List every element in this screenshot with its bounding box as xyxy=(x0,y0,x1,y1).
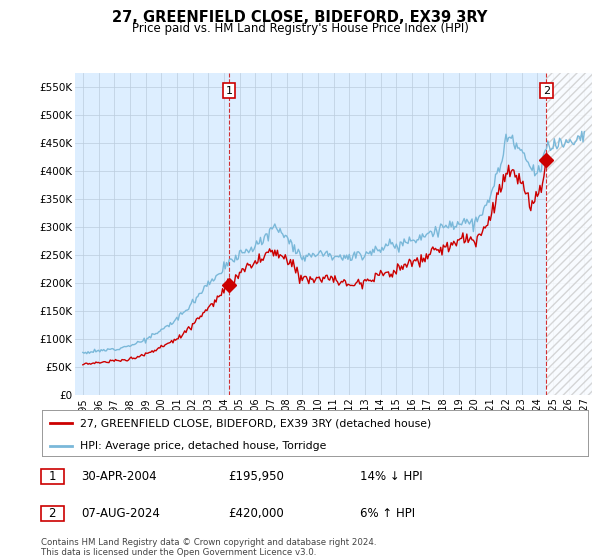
Text: 1: 1 xyxy=(49,470,56,483)
Text: 07-AUG-2024: 07-AUG-2024 xyxy=(81,507,160,520)
Text: 30-APR-2004: 30-APR-2004 xyxy=(81,470,157,483)
Text: £195,950: £195,950 xyxy=(228,470,284,483)
Text: £420,000: £420,000 xyxy=(228,507,284,520)
Text: 6% ↑ HPI: 6% ↑ HPI xyxy=(360,507,415,520)
Text: Contains HM Land Registry data © Crown copyright and database right 2024.
This d: Contains HM Land Registry data © Crown c… xyxy=(41,538,376,557)
Text: Price paid vs. HM Land Registry's House Price Index (HPI): Price paid vs. HM Land Registry's House … xyxy=(131,22,469,35)
Text: 27, GREENFIELD CLOSE, BIDEFORD, EX39 3RY: 27, GREENFIELD CLOSE, BIDEFORD, EX39 3RY xyxy=(112,10,488,25)
Text: 14% ↓ HPI: 14% ↓ HPI xyxy=(360,470,422,483)
Text: 2: 2 xyxy=(543,86,550,96)
Text: HPI: Average price, detached house, Torridge: HPI: Average price, detached house, Torr… xyxy=(80,441,326,451)
Text: 1: 1 xyxy=(226,86,233,96)
Text: 27, GREENFIELD CLOSE, BIDEFORD, EX39 3RY (detached house): 27, GREENFIELD CLOSE, BIDEFORD, EX39 3RY… xyxy=(80,418,431,428)
Bar xyxy=(547,73,592,395)
Text: 2: 2 xyxy=(49,507,56,520)
